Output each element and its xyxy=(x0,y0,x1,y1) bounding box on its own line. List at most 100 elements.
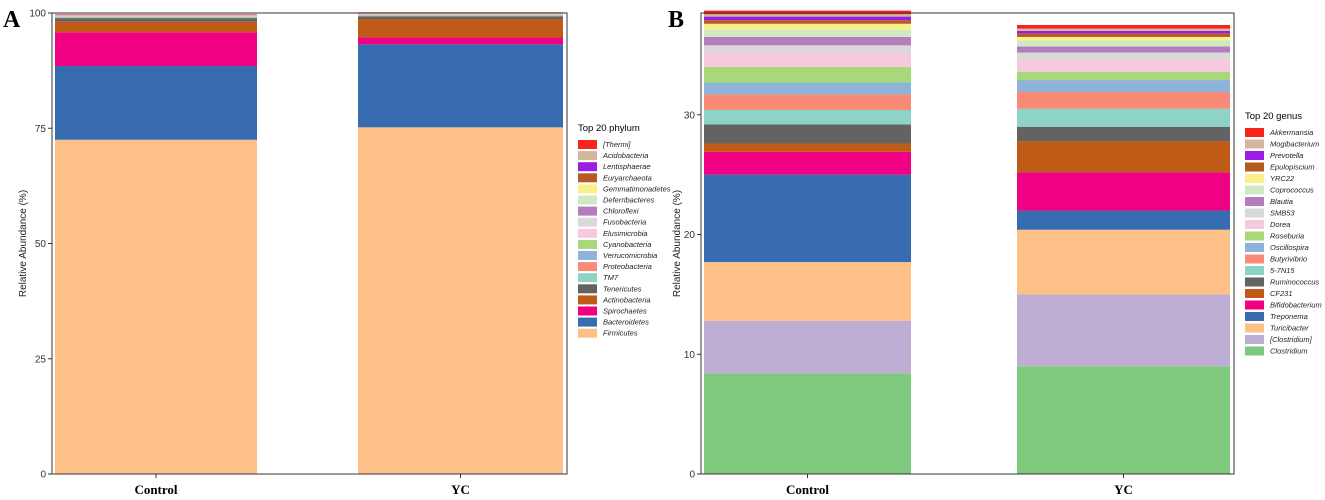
legend-swatch xyxy=(1245,323,1264,333)
legend-swatch xyxy=(578,273,597,283)
legend-label: Dorea xyxy=(1270,220,1290,229)
bar-segment xyxy=(1017,229,1230,295)
legend-label: Chloroflexi xyxy=(603,207,639,216)
bar-segment xyxy=(1017,59,1230,72)
x-tick-label: Control xyxy=(786,482,829,497)
legend-swatch xyxy=(1245,346,1264,356)
bar-segment xyxy=(1017,30,1230,34)
bar-segment xyxy=(55,18,257,22)
bar-segment xyxy=(1017,36,1230,41)
bar-segment xyxy=(1017,126,1230,142)
legend-label: Deferribacteres xyxy=(603,196,655,205)
legend-label: Elusimicrobia xyxy=(603,229,648,238)
bar-segment xyxy=(358,16,563,19)
legend-swatch xyxy=(578,206,597,216)
legend-label: Tenericutes xyxy=(603,284,642,293)
bar-segment xyxy=(1017,210,1230,230)
legend-swatch xyxy=(1245,312,1264,321)
legend-label: Acidobacteria xyxy=(602,151,648,160)
legend-swatch xyxy=(1245,335,1264,344)
bar-segment xyxy=(704,151,911,175)
legend-label: Treponema xyxy=(1270,312,1308,321)
bar-segment xyxy=(704,82,911,95)
legend: Top 20 phylum [Thermi] Acidobacteria Lentis… xyxy=(578,123,671,338)
legend-swatch xyxy=(1245,289,1264,298)
legend-swatch xyxy=(1245,277,1264,287)
plot-frame xyxy=(700,12,1235,475)
legend-swatch xyxy=(578,162,597,172)
bar-segment xyxy=(1017,92,1230,109)
legend-swatch xyxy=(1245,139,1264,149)
bar-segment xyxy=(1017,294,1230,367)
legend-swatch xyxy=(578,140,597,149)
legend-swatch xyxy=(1245,243,1264,252)
legend-label: Oscillospira xyxy=(1270,243,1309,252)
legend-label: Spirochaetes xyxy=(603,307,647,316)
legend-swatch xyxy=(1245,185,1264,195)
legend-label: Lentisphaerae xyxy=(603,162,651,171)
x-tick-label: YC xyxy=(451,482,470,497)
bar-segment xyxy=(704,23,911,30)
legend-label: [Clostridium] xyxy=(1269,335,1313,344)
bar-segment xyxy=(704,109,911,125)
legend-title: Top 20 genus xyxy=(1245,111,1302,122)
bar-segment xyxy=(704,124,911,144)
bar-segment xyxy=(704,14,911,17)
bar-segment xyxy=(1017,80,1230,93)
legend-swatch xyxy=(1245,208,1264,218)
y-tick-label: 50 xyxy=(35,239,47,250)
legend-label: Euryarchaeota xyxy=(603,173,652,182)
bar-segment xyxy=(704,262,911,321)
legend-swatch xyxy=(1245,162,1264,172)
legend-swatch xyxy=(1245,220,1264,229)
x-tick-label: YC xyxy=(1114,482,1133,497)
legend-swatch xyxy=(578,184,597,194)
plot-frame xyxy=(51,12,568,475)
bar-segment xyxy=(1017,28,1230,31)
legend-label: Prevotella xyxy=(1270,151,1303,160)
bar-segment xyxy=(704,45,911,53)
legend-label: YRC22 xyxy=(1270,174,1295,183)
bar-segment xyxy=(55,66,257,140)
legend-swatch xyxy=(578,239,597,249)
legend-swatch xyxy=(578,295,597,305)
legend-label: Fusobacteria xyxy=(603,218,646,227)
y-tick-label: 100 xyxy=(29,9,46,20)
bar-segment xyxy=(704,10,911,15)
legend-swatch xyxy=(1245,174,1264,183)
bar-segment xyxy=(704,320,911,374)
bar-segment xyxy=(1017,172,1230,211)
bar-segment xyxy=(358,127,563,474)
bar-segment xyxy=(1017,366,1230,474)
bar-segment xyxy=(704,36,911,46)
legend-swatch xyxy=(578,317,597,327)
bar-segment xyxy=(1017,52,1230,60)
legend-swatch xyxy=(1245,254,1264,264)
legend-label: Actinobacteria xyxy=(602,295,651,304)
legend-swatch xyxy=(578,262,597,272)
legend-swatch xyxy=(578,328,597,338)
bar-segment xyxy=(704,66,911,83)
bar-segment xyxy=(704,52,911,67)
panel-b: B Control YC 0 10 20 30 Relative Abundance (%) T… xyxy=(668,7,1322,497)
panel-a: A Control YC 0 25 50 75 100 Relative Abundance (… xyxy=(3,7,671,497)
bar-segment xyxy=(55,21,257,33)
bar-segment xyxy=(1017,24,1230,29)
bar-segment xyxy=(704,174,911,263)
panel-letter: A xyxy=(3,7,21,33)
legend-swatch xyxy=(578,151,597,161)
bar-segment xyxy=(1017,46,1230,53)
legend-swatch xyxy=(578,217,597,227)
y-tick-label: 25 xyxy=(35,354,47,365)
legend-swatch xyxy=(1245,300,1264,310)
legend-label: Epulopiscium xyxy=(1270,163,1315,172)
legend-label: Cyanobacteria xyxy=(603,240,651,249)
legend-label: Butyrivibrio xyxy=(1270,255,1307,264)
legend-swatch xyxy=(1245,151,1264,160)
legend-label: Bacteroidetes xyxy=(603,318,649,327)
legend-label: Proteobacteria xyxy=(603,262,652,271)
legend-title: Top 20 phylum xyxy=(578,123,640,134)
legend-swatch xyxy=(1245,128,1264,137)
legend-label: Turicibacter xyxy=(1270,324,1309,333)
legend-label: Clostridium xyxy=(1270,347,1308,356)
